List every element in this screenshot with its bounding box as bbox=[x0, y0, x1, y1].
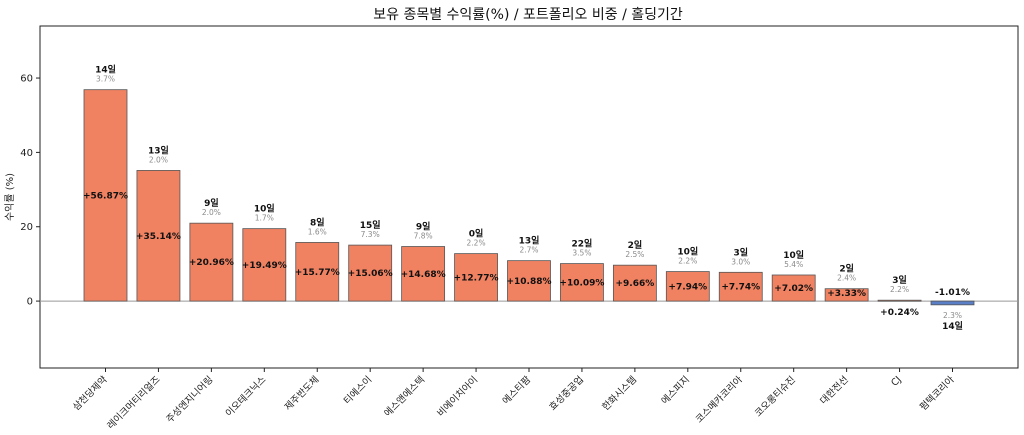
holding-days-label: 14일 bbox=[942, 320, 963, 332]
holding-days-label: 9일 bbox=[204, 197, 219, 209]
holding-days-label: 10일 bbox=[254, 203, 275, 215]
y-axis-label: 수익률 (%) bbox=[4, 173, 16, 221]
category-label: 한화시스템 bbox=[600, 374, 639, 413]
category-label: 이오테크닉스 bbox=[224, 374, 269, 419]
category-label: CJ bbox=[889, 374, 903, 388]
holding-days-label: 2일 bbox=[628, 239, 643, 251]
bar-value-label: +7.74% bbox=[721, 283, 760, 293]
holding-days-label: 3일 bbox=[733, 246, 748, 258]
category-label: 효성중공업 bbox=[547, 374, 586, 413]
portfolio-weight-label: 2.5% bbox=[625, 250, 644, 259]
category-label: 코오롱티슈진 bbox=[753, 374, 798, 419]
bar bbox=[242, 228, 287, 302]
portfolio-weight-label: 7.3% bbox=[361, 230, 380, 239]
holding-days-label: 2일 bbox=[839, 263, 854, 275]
portfolio-weight-label: 1.6% bbox=[308, 227, 327, 236]
bar-value-label: -1.01% bbox=[935, 288, 970, 298]
bar bbox=[718, 271, 763, 302]
holding-days-label: 0일 bbox=[469, 228, 484, 240]
category-label: 레이크머티리얼즈 bbox=[105, 374, 162, 431]
portfolio-weight-label: 2.4% bbox=[837, 274, 856, 283]
category-label: 에스티팜 bbox=[501, 374, 534, 407]
bar bbox=[612, 264, 657, 302]
bar-value-label: +0.24% bbox=[880, 308, 919, 318]
y-axis: 0 20 40 60 bbox=[20, 74, 40, 308]
bar bbox=[665, 271, 710, 302]
bar-value-label: +12.77% bbox=[454, 273, 499, 283]
bar-value-label: +10.09% bbox=[559, 278, 604, 288]
y-tick-label: 0 bbox=[27, 297, 33, 308]
holding-days-label: 10일 bbox=[677, 246, 698, 258]
portfolio-weight-label: 2.0% bbox=[202, 208, 221, 217]
bar-value-label: +15.77% bbox=[295, 268, 340, 278]
category-label: 주성엔지니어링 bbox=[164, 374, 216, 426]
bar bbox=[930, 300, 975, 306]
bar bbox=[189, 222, 234, 302]
bar-value-label: +7.94% bbox=[668, 282, 707, 292]
category-label: 제주반도체 bbox=[283, 374, 322, 413]
holding-days-label: 3일 bbox=[892, 274, 907, 286]
portfolio-weight-label: 5.4% bbox=[784, 260, 803, 269]
holding-days-label: 14일 bbox=[95, 64, 116, 76]
category-label: 에스피지 bbox=[659, 374, 692, 407]
portfolio-weight-label: 2.2% bbox=[467, 239, 486, 248]
portfolio-weight-label: 3.7% bbox=[96, 75, 115, 84]
bar-labels: +56.87%14일3.7%+35.14%13일2.0%+20.96%9일2.0… bbox=[83, 64, 970, 332]
portfolio-weight-label: 2.2% bbox=[678, 257, 697, 266]
category-label: 펌텍코리아 bbox=[917, 373, 957, 413]
plot-frame bbox=[39, 25, 1019, 369]
bar bbox=[83, 89, 128, 302]
bar bbox=[401, 246, 446, 302]
holding-days-label: 13일 bbox=[148, 144, 169, 156]
y-tick-label: 60 bbox=[20, 74, 33, 85]
bar-value-label: +7.02% bbox=[774, 284, 813, 294]
bar-value-label: +9.66% bbox=[615, 279, 654, 289]
bar bbox=[507, 260, 551, 302]
portfolio-weight-label: 3.5% bbox=[572, 249, 591, 258]
bar-value-label: +15.06% bbox=[348, 269, 393, 279]
bar-value-label: +14.68% bbox=[401, 270, 446, 280]
category-label: 대한전선 bbox=[818, 374, 851, 407]
bar bbox=[295, 242, 340, 302]
holding-days-label: 22일 bbox=[572, 238, 593, 250]
bar-value-label: +56.87% bbox=[83, 191, 128, 201]
bar bbox=[454, 253, 498, 302]
category-label: 티에스이 bbox=[342, 374, 375, 407]
bar-value-label: +20.96% bbox=[189, 258, 234, 268]
portfolio-weight-label: 2.0% bbox=[149, 155, 168, 164]
bars bbox=[83, 89, 975, 306]
portfolio-weight-label: 1.7% bbox=[255, 214, 274, 223]
bar bbox=[136, 170, 181, 302]
portfolio-weight-label: 2.7% bbox=[519, 246, 538, 255]
portfolio-weight-label: 2.3% bbox=[943, 311, 962, 320]
bar bbox=[560, 263, 604, 302]
category-label: 코스메카코리아 bbox=[694, 374, 745, 425]
category-label: 비에이치아이 bbox=[435, 374, 481, 420]
bar-value-label: +19.49% bbox=[242, 261, 287, 271]
bar bbox=[348, 244, 393, 302]
portfolio-weight-label: 2.2% bbox=[890, 285, 909, 294]
portfolio-weight-label: 7.8% bbox=[414, 232, 433, 241]
y-tick-label: 20 bbox=[20, 222, 33, 233]
category-label: 에스앤에스텍 bbox=[382, 374, 427, 419]
category-label: 삼천당제약 bbox=[70, 373, 110, 413]
chart-title: 보유 종목별 수익률(%) / 포트폴리오 비중 / 홀딩기간 bbox=[373, 7, 683, 23]
portfolio-weight-label: 3.0% bbox=[731, 257, 750, 266]
y-tick-label: 40 bbox=[20, 148, 33, 159]
bar bbox=[771, 274, 816, 302]
holding-days-label: 15일 bbox=[360, 219, 381, 231]
bar-value-label: +10.88% bbox=[506, 277, 551, 287]
bar-value-label: +35.14% bbox=[136, 232, 181, 242]
holding-days-label: 10일 bbox=[783, 249, 804, 261]
bar-value-label: +3.33% bbox=[827, 289, 866, 299]
holding-days-label: 13일 bbox=[519, 235, 540, 247]
holding-days-label: 8일 bbox=[310, 216, 325, 228]
bar bbox=[824, 288, 869, 302]
bar bbox=[877, 299, 922, 302]
holding-days-label: 9일 bbox=[416, 221, 431, 233]
